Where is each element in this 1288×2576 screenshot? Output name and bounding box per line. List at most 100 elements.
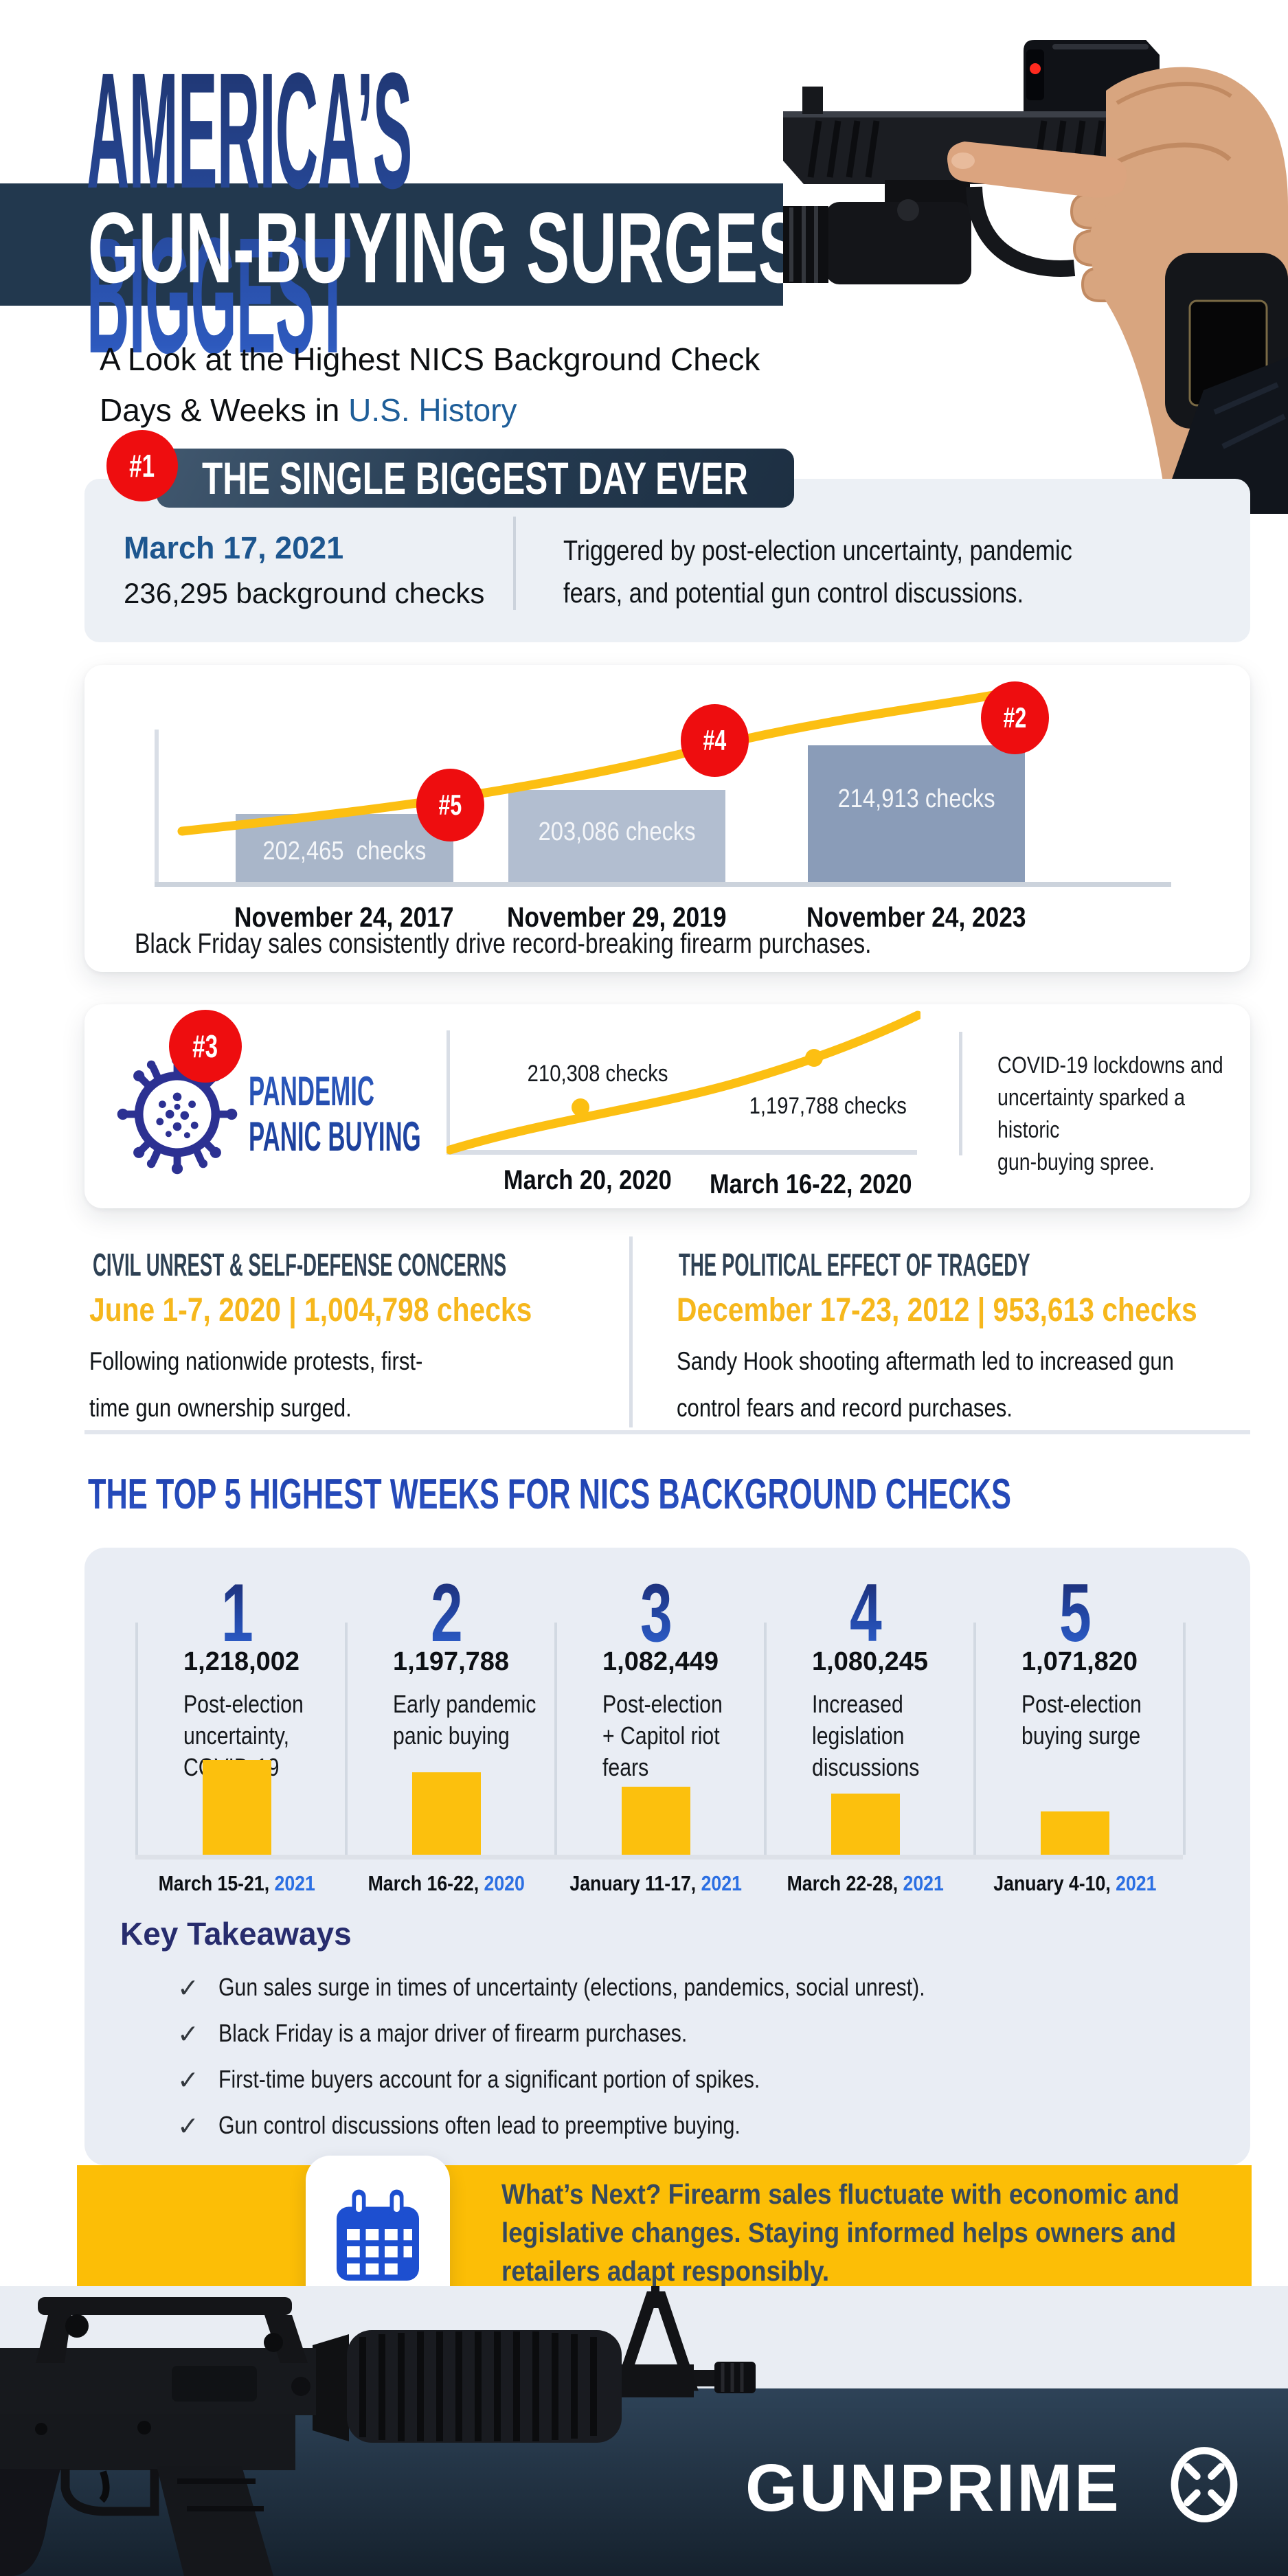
top5-rank-3: 3 xyxy=(640,1567,673,1659)
top5-bar-3 xyxy=(622,1787,690,1855)
check-icon: ✓ xyxy=(177,2112,199,2141)
single-day-date: March 17, 2021 xyxy=(124,530,344,565)
top5-date-3: January 11-17, 2021 xyxy=(569,1871,743,1895)
rank-badge-1: #1 xyxy=(106,430,178,501)
bar-value-label: 203,086 checks xyxy=(538,817,696,846)
top5-date-5: January 4-10, 2021 xyxy=(993,1871,1157,1895)
takeaway-item: ✓ Gun sales surge in times of uncertainty… xyxy=(177,1973,925,2003)
page-subtitle: A Look at the Highest NICS Background Ch… xyxy=(100,334,760,436)
single-day-divider xyxy=(513,517,516,610)
black-friday-y-axis xyxy=(155,730,159,883)
single-day-description: Triggered by post-election uncertainty, … xyxy=(563,534,1072,609)
black-friday-caption: Black Friday sales consistently drive re… xyxy=(135,927,872,959)
top5-bar-2 xyxy=(412,1772,481,1855)
events-bottom-divider xyxy=(84,1430,1250,1434)
pandemic-divider xyxy=(959,1032,962,1155)
top5-column-divider xyxy=(764,1623,767,1855)
page-title-line2: GUN-BUYING SURGES xyxy=(88,192,802,304)
calendar-icon xyxy=(337,2189,419,2281)
top5-column-divider xyxy=(345,1623,348,1855)
top5-rank-2: 2 xyxy=(430,1567,463,1659)
single-day-header-bar: THE SINGLE BIGGEST DAY EVER xyxy=(157,449,794,508)
subtitle-highlight: U.S. History xyxy=(348,392,517,428)
subtitle-line1: A Look at the Highest NICS Background Ch… xyxy=(100,341,760,377)
top5-rank-1: 1 xyxy=(221,1567,253,1659)
top5-title: THE TOP 5 HIGHEST WEEKS FOR NICS BACKGRO… xyxy=(88,1471,1011,1518)
pistol-photo xyxy=(783,0,1288,514)
top5-value-2: 1,197,788 xyxy=(393,1647,510,1676)
top5-desc-3: Post-election + Capitol riot fears xyxy=(602,1690,723,1781)
top5-value-1: 1,218,002 xyxy=(183,1647,300,1676)
top5-bar-5 xyxy=(1041,1811,1109,1855)
pandemic-baseline xyxy=(447,1150,917,1155)
rank-badge-5: #5 xyxy=(416,769,484,841)
event-tragedy-stat: December 17-23, 2012 | 953,613 checks xyxy=(677,1292,1197,1329)
scope-x-icon xyxy=(1171,2447,1238,2522)
key-takeaways-heading: Key Takeaways xyxy=(120,1916,352,1952)
top5-column-divider xyxy=(973,1623,976,1855)
black-friday-bar-2019 xyxy=(508,790,725,882)
top5-column-divider xyxy=(135,1623,138,1855)
header-navy-band xyxy=(0,183,783,306)
top5-value-3: 1,082,449 xyxy=(602,1647,719,1676)
top5-desc-2: Early pandemic panic buying xyxy=(393,1690,536,1750)
top5-date-2: March 16-22, 2020 xyxy=(368,1871,526,1895)
bar-value-label: 214,913 checks xyxy=(837,784,995,813)
top5-column-divider xyxy=(554,1623,557,1855)
pandemic-card xyxy=(84,1004,1250,1208)
virus-icon xyxy=(117,1054,238,1175)
rank-badge-2: #2 xyxy=(981,681,1049,754)
subtitle-line2: Days & Weeks in xyxy=(100,392,349,428)
event-civil-unrest-description: Following nationwide protests, first- ti… xyxy=(89,1347,423,1422)
rifle-illustration xyxy=(0,2286,756,2576)
check-icon: ✓ xyxy=(177,1974,199,2003)
pistol-hand-illustration xyxy=(783,0,1288,514)
check-icon: ✓ xyxy=(177,2066,199,2095)
event-tragedy-description: Sandy Hook shooting aftermath led to inc… xyxy=(677,1347,1174,1422)
rank-badge-3: #3 xyxy=(169,1010,242,1083)
pandemic-point2-date: March 16-22, 2020 xyxy=(709,1169,912,1199)
black-friday-baseline xyxy=(155,882,1171,887)
bar-value-label: 202,465 checks xyxy=(262,837,427,866)
takeaway-item: ✓ Black Friday is a major driver of firea… xyxy=(177,2019,688,2049)
top5-desc-4: Increased legislation discussions xyxy=(812,1690,920,1781)
check-icon: ✓ xyxy=(177,2020,199,2049)
whats-next-banner xyxy=(77,2165,1252,2286)
black-friday-bar-2023 xyxy=(808,745,1025,882)
pandemic-point1-label: 210,308 checks xyxy=(527,1061,668,1087)
page-title-line1: AMERICA’S BIGGEST xyxy=(87,48,519,378)
rank-badge-4: #4 xyxy=(681,704,749,777)
pandemic-point1-date: March 20, 2020 xyxy=(503,1165,672,1195)
event-civil-unrest-title: CIVIL UNREST & SELF-DEFENSE CONCERNS xyxy=(93,1247,507,1283)
pandemic-title: PANDEMIC PANIC BUYING xyxy=(249,1068,421,1160)
top5-desc-1: Post-election uncertainty, COVID-19 xyxy=(183,1690,304,1781)
top5-column-divider xyxy=(1183,1623,1186,1855)
event-civil-unrest-stat: June 1-7, 2020 | 1,004,798 checks xyxy=(89,1292,532,1329)
takeaway-item: ✓ First-time buyers account for a signifi… xyxy=(177,2065,760,2095)
top5-bar-1 xyxy=(203,1760,271,1855)
top5-date-4: March 22-28, 2021 xyxy=(787,1871,945,1895)
pandemic-point2-label: 1,197,788 checks xyxy=(749,1093,907,1119)
takeaway-item: ✓ Gun control discussions often lead to p… xyxy=(177,2111,741,2141)
top5-date-1: March 15-21, 2021 xyxy=(158,1871,316,1895)
bar-date-label: November 24, 2017 xyxy=(234,901,454,933)
top5-value-5: 1,071,820 xyxy=(1021,1647,1138,1676)
top5-rank-5: 5 xyxy=(1059,1567,1092,1659)
bar-date-label: November 29, 2019 xyxy=(507,901,727,933)
black-friday-trend-line xyxy=(177,688,1013,836)
top5-bar-4 xyxy=(831,1794,900,1855)
single-day-stat: 236,295 background checks xyxy=(124,577,485,609)
brand-name: GUNPRIME xyxy=(745,2450,1121,2525)
pandemic-y-axis xyxy=(447,1030,450,1153)
top5-desc-5: Post-election buying surge xyxy=(1021,1690,1142,1750)
event-tragedy-title: THE POLITICAL EFFECT OF TRAGEDY xyxy=(679,1247,1030,1283)
events-vertical-divider xyxy=(629,1236,633,1427)
top5-baseline xyxy=(135,1855,1183,1860)
pandemic-description: COVID-19 lockdowns and uncertainty spark… xyxy=(997,1052,1223,1175)
top5-rank-4: 4 xyxy=(849,1567,882,1659)
whats-next-text: What’s Next? Firearm sales fluctuate wit… xyxy=(501,2178,1179,2287)
bar-date-label: November 24, 2023 xyxy=(806,901,1026,933)
top5-value-4: 1,080,245 xyxy=(812,1647,929,1676)
single-day-title: THE SINGLE BIGGEST DAY EVER xyxy=(202,453,748,504)
